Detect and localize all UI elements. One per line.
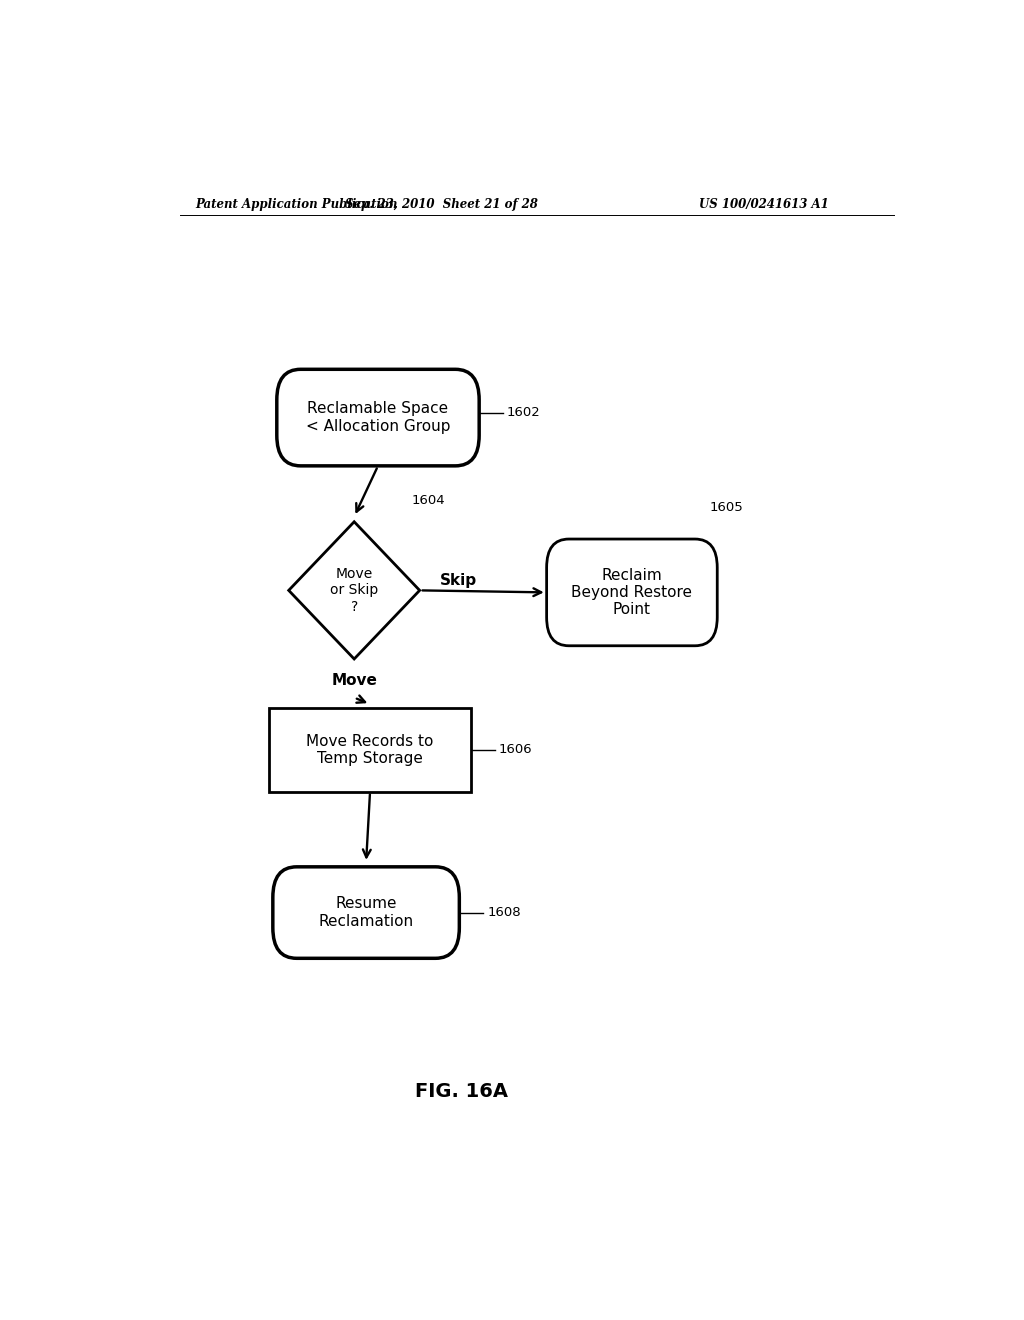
Text: 1606: 1606 <box>499 743 532 756</box>
Polygon shape <box>289 521 420 659</box>
Text: Resume
Reclamation: Resume Reclamation <box>318 896 414 929</box>
Text: US 100/0241613 A1: US 100/0241613 A1 <box>699 198 829 211</box>
Text: Sep. 23, 2010  Sheet 21 of 28: Sep. 23, 2010 Sheet 21 of 28 <box>345 198 538 211</box>
Text: Patent Application Publication: Patent Application Publication <box>196 198 398 211</box>
Text: Reclaim
Beyond Restore
Point: Reclaim Beyond Restore Point <box>571 568 692 618</box>
Text: Move Records to
Temp Storage: Move Records to Temp Storage <box>306 734 434 766</box>
Text: Move
or Skip
?: Move or Skip ? <box>330 568 378 614</box>
Text: 1605: 1605 <box>710 500 743 513</box>
Text: Reclamable Space
< Allocation Group: Reclamable Space < Allocation Group <box>306 401 451 434</box>
Text: Skip: Skip <box>439 573 476 587</box>
FancyBboxPatch shape <box>547 539 717 645</box>
FancyBboxPatch shape <box>276 370 479 466</box>
Text: Move: Move <box>331 673 377 688</box>
Text: 1602: 1602 <box>507 407 541 418</box>
FancyBboxPatch shape <box>272 867 460 958</box>
Text: FIG. 16A: FIG. 16A <box>415 1082 508 1101</box>
Text: 1608: 1608 <box>487 906 521 919</box>
Text: 1604: 1604 <box>412 494 445 507</box>
FancyBboxPatch shape <box>269 709 471 792</box>
